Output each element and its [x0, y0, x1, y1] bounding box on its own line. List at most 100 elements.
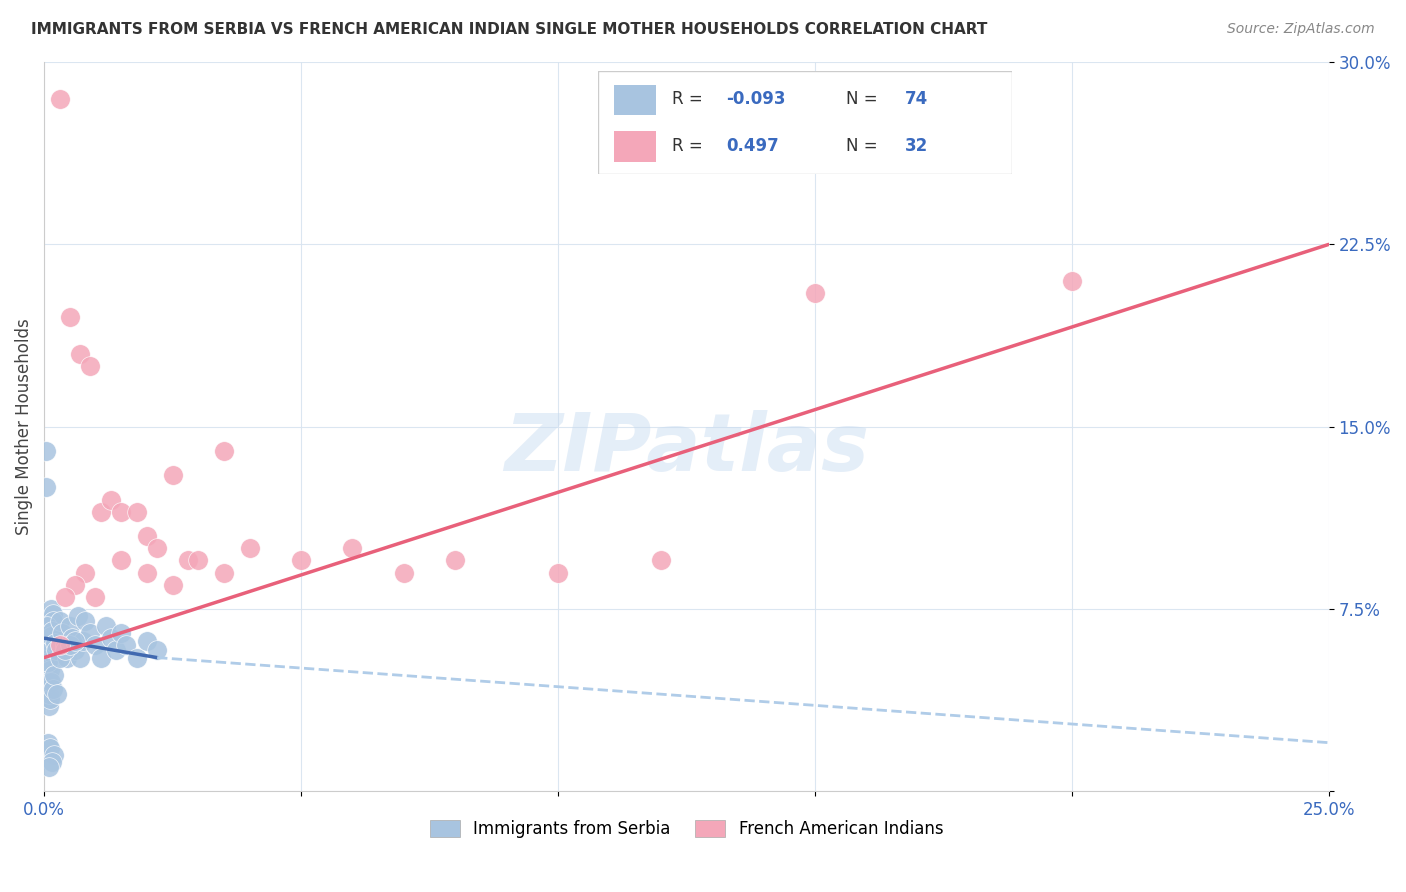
- Point: [53, 643, 76, 657]
- Point: [42, 607, 65, 621]
- Point: [79, 359, 101, 373]
- Point: [56, 650, 79, 665]
- Bar: [614, 131, 655, 161]
- Point: [547, 566, 569, 580]
- Point: [135, 566, 157, 580]
- Point: [38, 760, 60, 774]
- Point: [39, 609, 62, 624]
- Point: [146, 643, 169, 657]
- Point: [146, 541, 169, 556]
- Point: [110, 626, 132, 640]
- Point: [37, 674, 59, 689]
- Point: [41, 619, 63, 633]
- Point: [94, 619, 117, 633]
- Point: [37, 692, 59, 706]
- Point: [90, 650, 112, 665]
- Point: [38, 631, 60, 645]
- Point: [84, 639, 107, 653]
- Point: [135, 633, 157, 648]
- Point: [69, 347, 91, 361]
- Point: [177, 553, 200, 567]
- Point: [79, 626, 101, 640]
- Point: [39, 602, 62, 616]
- Point: [44, 636, 66, 650]
- Point: [72, 633, 94, 648]
- Text: 74: 74: [904, 90, 928, 108]
- Point: [59, 310, 82, 325]
- Point: [41, 622, 63, 636]
- Point: [63, 577, 86, 591]
- Point: [38, 687, 60, 701]
- Point: [46, 687, 69, 701]
- Point: [115, 639, 138, 653]
- Point: [41, 624, 63, 638]
- Point: [44, 650, 66, 665]
- Point: [48, 639, 70, 653]
- Point: [125, 650, 148, 665]
- Point: [38, 657, 60, 672]
- Point: [48, 92, 70, 106]
- Point: [38, 692, 60, 706]
- Point: [342, 541, 364, 556]
- Point: [125, 505, 148, 519]
- Point: [35, 480, 58, 494]
- Point: [48, 614, 70, 628]
- Point: [39, 643, 62, 657]
- Point: [44, 639, 66, 653]
- Point: [63, 633, 86, 648]
- Point: [110, 553, 132, 567]
- Point: [162, 577, 184, 591]
- Point: [39, 674, 62, 689]
- Point: [212, 566, 235, 580]
- FancyBboxPatch shape: [598, 71, 1012, 174]
- Text: -0.093: -0.093: [725, 90, 786, 108]
- Point: [44, 747, 66, 762]
- Point: [66, 609, 89, 624]
- Point: [42, 626, 65, 640]
- Point: [38, 614, 60, 628]
- Point: [42, 614, 65, 628]
- Point: [444, 553, 467, 567]
- Point: [90, 505, 112, 519]
- Point: [38, 633, 60, 648]
- Point: [1060, 274, 1083, 288]
- Point: [51, 626, 73, 640]
- Point: [100, 492, 122, 507]
- Point: [48, 650, 70, 665]
- Text: ZIPatlas: ZIPatlas: [503, 409, 869, 488]
- Point: [53, 639, 76, 653]
- Point: [110, 505, 132, 519]
- Point: [650, 553, 672, 567]
- Point: [34, 444, 56, 458]
- Point: [804, 286, 827, 301]
- Text: R =: R =: [672, 137, 713, 155]
- Legend: Immigrants from Serbia, French American Indians: Immigrants from Serbia, French American …: [423, 814, 950, 845]
- Point: [84, 590, 107, 604]
- Point: [392, 566, 415, 580]
- Point: [100, 631, 122, 645]
- Point: [41, 646, 63, 660]
- Point: [37, 656, 59, 670]
- Bar: [614, 85, 655, 115]
- Point: [39, 663, 62, 677]
- Y-axis label: Single Mother Households: Single Mother Households: [15, 318, 32, 535]
- Point: [162, 468, 184, 483]
- Point: [38, 650, 60, 665]
- Text: Source: ZipAtlas.com: Source: ZipAtlas.com: [1227, 22, 1375, 37]
- Point: [39, 629, 62, 643]
- Point: [45, 643, 67, 657]
- Point: [38, 640, 60, 655]
- Point: [239, 541, 262, 556]
- Point: [37, 663, 59, 677]
- Point: [63, 643, 86, 657]
- Point: [37, 639, 59, 653]
- Point: [75, 566, 97, 580]
- Text: R =: R =: [672, 90, 709, 108]
- Text: N =: N =: [846, 137, 883, 155]
- Point: [37, 682, 59, 697]
- Point: [75, 614, 97, 628]
- Point: [39, 740, 62, 755]
- Point: [35, 619, 58, 633]
- Point: [59, 619, 82, 633]
- Point: [41, 755, 63, 769]
